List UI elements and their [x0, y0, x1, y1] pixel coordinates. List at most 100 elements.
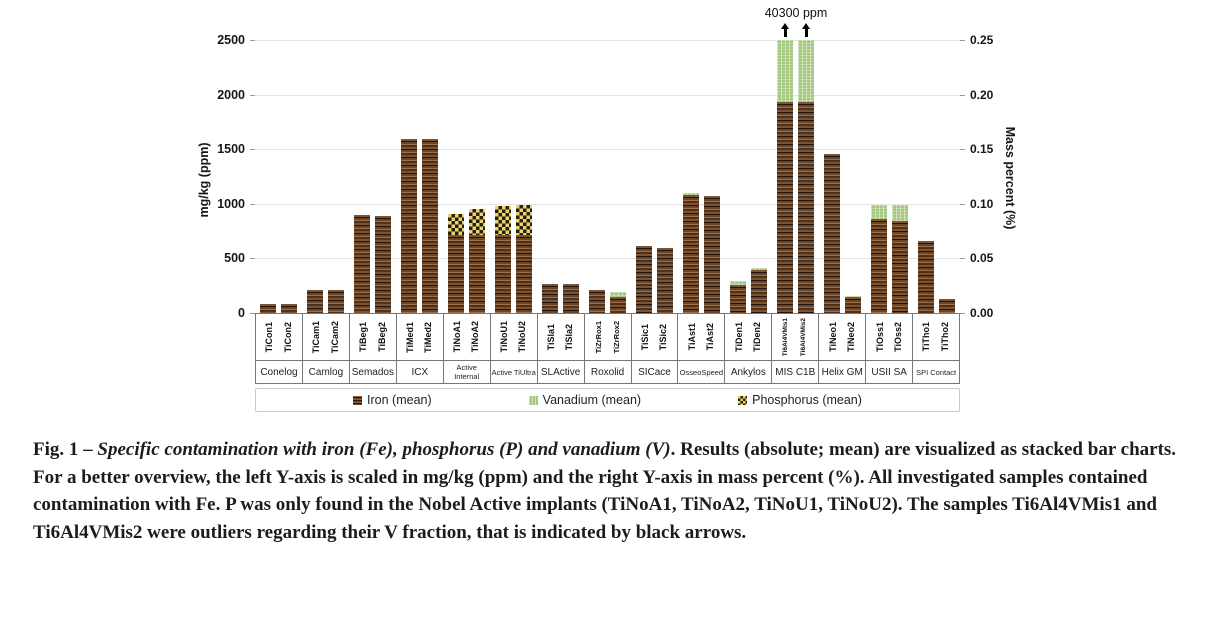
- sample-label-TiTho2: TiTho2: [939, 322, 950, 352]
- bar-TiZrRox1: [589, 289, 605, 313]
- vanadium-segment: [892, 205, 908, 222]
- x-group-camlog: TiCam1 TiCam2 Camlog: [301, 314, 349, 383]
- x-group-slactive: TiSla1 TiSla2 SLActive: [536, 314, 584, 383]
- sample-label-TiNeo1: TiNeo1: [827, 322, 838, 352]
- bar-group-spi-contact: [913, 40, 960, 313]
- iron-segment: [260, 304, 276, 313]
- sample-label-row: TiNeo1 TiNeo2: [819, 314, 866, 361]
- bar-TiSla1: [542, 284, 558, 313]
- sample-label-TiCon2: TiCon2: [282, 321, 293, 353]
- bar-TiTho2: [939, 298, 955, 313]
- iron-segment: [589, 289, 605, 313]
- x-group-icx: TiMed1 TiMed2 ICX: [395, 314, 443, 383]
- sample-label-row: TiDen1 TiDen2: [725, 314, 772, 361]
- iron-segment: [448, 235, 464, 313]
- sample-label-TiSic2: TiSic2: [658, 323, 669, 351]
- iron-segment: [422, 139, 438, 313]
- iron-segment: [704, 196, 720, 313]
- plot-area: 2500 0.25 2000 0.20 1500 0.15 1000 0.10 500 0.05 0…: [217, 23, 993, 320]
- iron-segment: [495, 234, 511, 313]
- bar-group-helix-gm: [819, 40, 866, 313]
- left-tick-mark: [250, 313, 255, 314]
- iron-segment: [777, 102, 793, 313]
- sample-label-row: TiBeg1 TiBeg2: [349, 314, 396, 361]
- iron-segment: [657, 248, 673, 313]
- phosphorus-segment: [448, 214, 464, 236]
- sample-label-TiSla2: TiSla2: [564, 323, 575, 351]
- bar-TiTho1: [918, 241, 934, 313]
- sample-label-TiMed1: TiMed1: [405, 321, 416, 353]
- iron-segment: [516, 234, 532, 313]
- bar-TiSic1: [636, 246, 652, 313]
- right-tick-mark: [960, 313, 965, 314]
- sample-label-row: TiNoA1 TiNoA2: [443, 314, 490, 361]
- iron-segment: [542, 284, 558, 313]
- brand-label: SICace: [638, 366, 671, 378]
- bar-TiSic2: [657, 248, 673, 313]
- vanadium-segment: [798, 40, 814, 103]
- left-tick-mark: [250, 94, 255, 96]
- bar-TiMed1: [401, 139, 417, 313]
- vanadium-segment: [871, 204, 887, 219]
- bar-group-camlog: [302, 40, 349, 313]
- bar-TiCam2: [328, 290, 344, 313]
- bar-group-osseospeed: [678, 40, 725, 313]
- iron-segment: [892, 221, 908, 313]
- brand-label: USII SA: [871, 366, 907, 378]
- iron-segment: [683, 195, 699, 313]
- phosphorus-segment: [516, 205, 532, 235]
- sample-label-TiAst1: TiAst1: [686, 323, 697, 351]
- iron-segment: [328, 290, 344, 313]
- bar-TiCam1: [307, 289, 323, 313]
- brand-label: OsseoSpeed: [679, 367, 724, 377]
- right-tick-mark: [960, 40, 965, 41]
- sample-label-Ti6Al4VMis1: Ti6Al4VMis1: [782, 317, 790, 357]
- sample-label-row: TiNoU1 TiNoU2: [490, 314, 537, 361]
- sample-label-row: TiAst1 TiAst2: [678, 314, 725, 361]
- x-group-usii-sa: TiOss1 TiOss2 USII SA: [865, 314, 913, 383]
- sample-label-row: TiSic1 TiSic2: [631, 314, 678, 361]
- bar-TiOss1: [871, 204, 887, 313]
- iron-segment: [730, 284, 746, 313]
- bar-Ti6Al4VMis2: [798, 23, 814, 313]
- brand-label: Camlog: [308, 366, 344, 378]
- legend: Iron (mean) Vanadium (mean) Phosphorus (me…: [255, 388, 960, 412]
- y-right-tick-label: 0.25: [970, 33, 994, 47]
- bar-group-slactive: [537, 40, 584, 313]
- iron-swatch-icon: [353, 395, 363, 405]
- bar-TiAst1: [683, 193, 699, 313]
- y-left-tick-label: 1500: [217, 142, 245, 157]
- sample-label-row: TiCon1 TiCon2: [256, 314, 302, 361]
- bar-group-roxolid: [584, 40, 631, 313]
- brand-label: ICX: [411, 366, 429, 378]
- sample-label-TiCam1: TiCam1: [311, 320, 322, 354]
- phosphorus-segment: [495, 206, 511, 235]
- sample-label-row: TiZrRox1 TiZrRox2: [584, 314, 631, 361]
- iron-segment: [824, 154, 840, 313]
- vanadium-segment: [845, 295, 861, 298]
- iron-segment: [281, 304, 297, 313]
- gridline: [255, 40, 960, 41]
- bar-TiNeo1: [824, 154, 840, 313]
- brand-label: Ankylos: [730, 366, 766, 378]
- sample-label-TiSic1: TiSic1: [639, 323, 650, 351]
- bar-TiZrRox2: [610, 291, 626, 313]
- sample-label-TiSla1: TiSla1: [545, 323, 556, 351]
- iron-segment: [798, 102, 814, 313]
- iron-segment: [307, 289, 323, 313]
- bar-Ti6Al4VMis1: [777, 23, 793, 313]
- bar-TiOss2: [892, 205, 908, 313]
- legend-label: Vanadium (mean): [542, 393, 642, 407]
- x-group-semados: TiBeg1 TiBeg2 Semados: [348, 314, 396, 383]
- outlier-annotation: 40300 ppm: [764, 6, 828, 20]
- sample-label-TiDen1: TiDen1: [733, 322, 744, 352]
- gridline: [255, 203, 960, 205]
- brand-label: Semados: [351, 366, 394, 378]
- sample-label-TiNeo2: TiNeo2: [845, 322, 856, 352]
- left-tick-mark: [250, 40, 255, 41]
- y-right-tick-label: 0.00: [970, 306, 994, 320]
- bar-group-active-internal: [443, 40, 490, 313]
- iron-segment: [469, 235, 485, 313]
- caption-title: Specific contamination with iron (Fe), p…: [97, 439, 671, 460]
